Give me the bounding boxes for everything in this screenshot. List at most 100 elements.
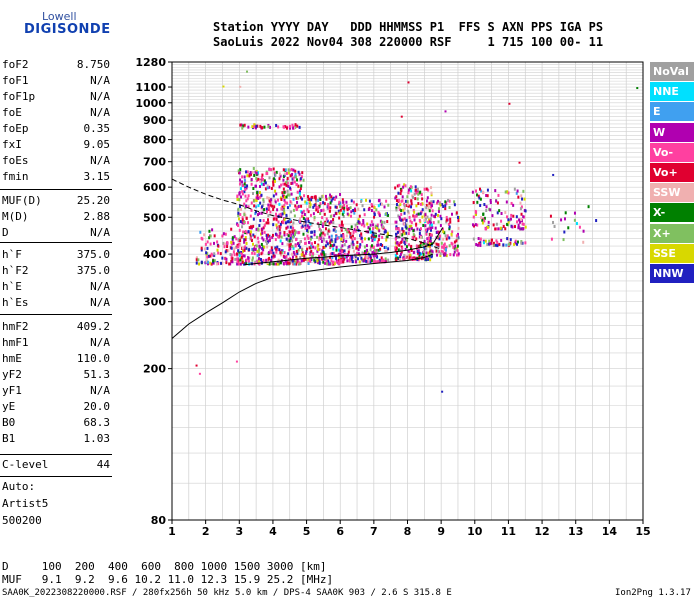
echo-point: [246, 174, 249, 178]
echo-point: [360, 235, 363, 239]
echo-point: [259, 201, 262, 205]
echo-point: [238, 228, 241, 232]
echo-point: [524, 241, 527, 245]
echo-point: [424, 228, 427, 232]
echo-point: [301, 197, 304, 201]
echo-point: [445, 245, 448, 249]
echo-point: [338, 211, 341, 215]
param-value: 1.03: [83, 432, 111, 445]
echo-point: [398, 241, 401, 245]
echo-point: [395, 258, 398, 262]
echo-point: [371, 251, 374, 255]
echo-point: [430, 200, 433, 204]
echo-point: [425, 220, 428, 224]
echo-point: [348, 244, 351, 248]
echo-point: [418, 232, 421, 236]
echo-point: [429, 225, 432, 229]
echo-point: [270, 261, 273, 265]
echo-point: [274, 238, 277, 242]
echo-point: [403, 206, 406, 210]
echo-point: [402, 237, 405, 241]
param-row-md: M(D) 2.88: [2, 209, 110, 225]
echo-point: [449, 217, 452, 221]
echo-point: [294, 173, 297, 177]
echo-point: [286, 206, 289, 210]
echo-point: [285, 213, 288, 217]
param-value: 51.3: [83, 368, 111, 381]
echo-point: [431, 225, 434, 229]
echo-point: [253, 252, 256, 256]
echo-point: [271, 204, 274, 208]
echo-point: [427, 221, 430, 225]
header-labels: Station YYYY DAY DDD HHMMSS P1 FFS S AXN…: [213, 20, 604, 34]
param-name: fxI: [2, 138, 22, 151]
echo-point: [398, 183, 401, 187]
echo-point: [326, 242, 329, 246]
echo-point: [333, 197, 336, 201]
echo-point: [446, 234, 449, 238]
echo-point: [385, 212, 388, 216]
echo-point: [310, 230, 313, 234]
echo-point: [195, 364, 198, 367]
echo-point: [425, 256, 428, 260]
echo-point: [363, 208, 366, 212]
echo-point: [280, 249, 283, 253]
echo-point: [260, 242, 263, 246]
echo-point: [256, 236, 259, 240]
echo-point: [233, 235, 236, 239]
param-row-fxi: fxI 9.05: [2, 137, 110, 153]
echo-point: [239, 180, 242, 184]
autoscaling-line-3: 500200: [2, 514, 42, 527]
echo-point: [314, 260, 317, 264]
echo-point: [286, 232, 289, 236]
echo-point: [398, 243, 401, 247]
echo-point: [505, 200, 508, 204]
echo-point: [456, 249, 459, 253]
echo-point: [322, 231, 325, 235]
echo-point: [496, 211, 499, 215]
echo-point: [292, 250, 295, 254]
echo-point: [313, 195, 316, 199]
echo-point: [237, 207, 240, 211]
echo-point: [230, 259, 233, 263]
param-row-hme: hmE 110.0: [2, 351, 110, 367]
echo-point: [238, 171, 241, 175]
echo-point: [313, 218, 316, 222]
echo-point: [441, 203, 444, 207]
echo-point: [273, 177, 276, 181]
echo-point: [241, 246, 244, 250]
echo-point: [386, 220, 389, 224]
echo-point: [394, 237, 397, 241]
echo-point: [582, 229, 585, 233]
echo-point: [289, 126, 292, 130]
param-value: N/A: [90, 74, 110, 87]
echo-point: [289, 219, 292, 223]
echo-point: [338, 200, 341, 204]
echo-point: [372, 245, 375, 249]
echo-point: [518, 161, 521, 164]
echo-point: [512, 203, 515, 207]
echo-point: [455, 253, 458, 257]
echo-point: [256, 249, 259, 253]
echo-point: [285, 126, 288, 130]
echo-point: [239, 205, 242, 209]
echo-point: [230, 253, 233, 257]
echo-point: [254, 170, 257, 174]
echo-point: [516, 242, 519, 246]
echo-point: [500, 212, 503, 216]
echo-point: [486, 242, 489, 246]
param-name: foF1p: [2, 90, 36, 103]
echo-point: [288, 248, 291, 252]
echo-point: [314, 195, 317, 199]
echo-point: [327, 259, 330, 263]
echo-point: [418, 235, 421, 239]
echo-point: [288, 169, 291, 173]
param-name: hmF1: [2, 336, 29, 349]
param-value: 375.0: [76, 264, 110, 277]
echo-point: [210, 262, 213, 266]
echo-point: [296, 258, 299, 262]
y-tick-label: 500: [143, 211, 166, 224]
echo-point: [481, 218, 484, 222]
echo-point: [451, 242, 454, 246]
echo-point: [394, 246, 397, 250]
